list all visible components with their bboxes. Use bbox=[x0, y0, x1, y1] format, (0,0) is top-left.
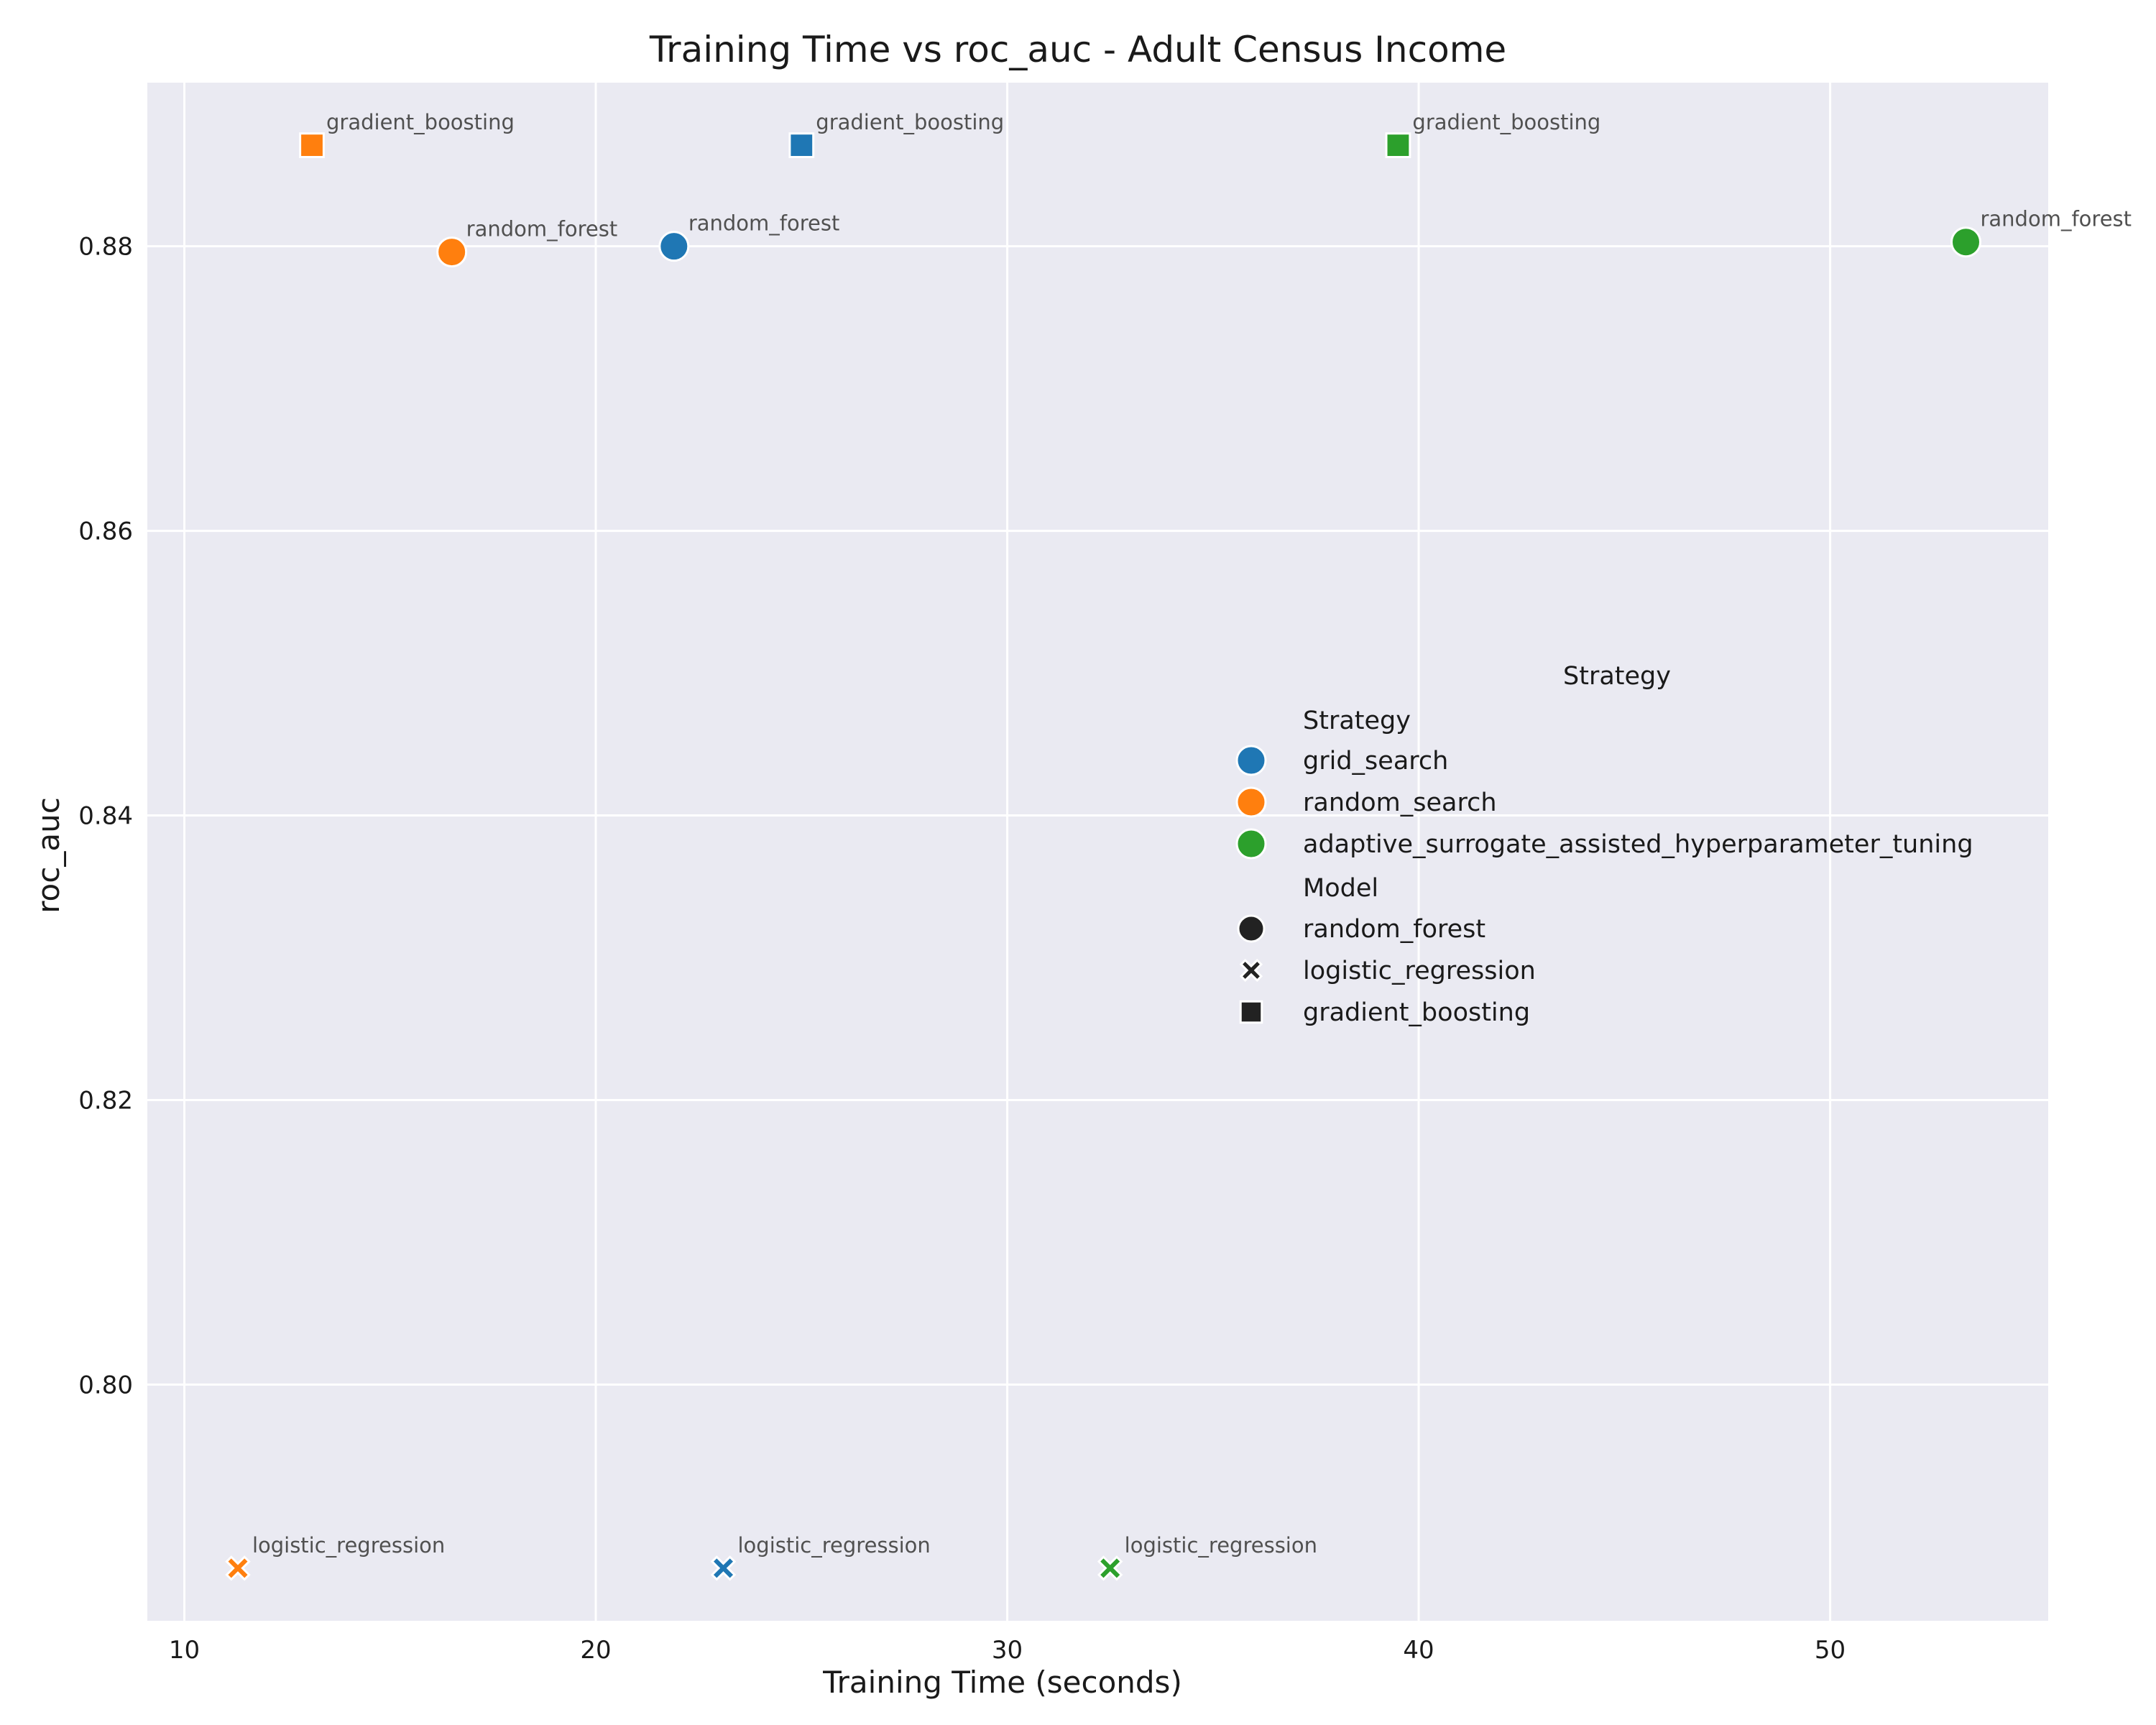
legend-model-header: Model bbox=[1303, 874, 1378, 903]
x-tick-label: 10 bbox=[169, 1636, 200, 1665]
legend-strategy-marker bbox=[1235, 828, 1267, 860]
x-tick-label: 20 bbox=[580, 1636, 611, 1665]
data-point bbox=[1097, 1555, 1123, 1581]
data-point bbox=[436, 236, 468, 268]
data-point bbox=[299, 132, 325, 159]
data-point bbox=[1950, 226, 1981, 258]
legend-model-marker bbox=[1239, 958, 1263, 983]
y-tick-labels: 0.80 0.82 0.84 0.86 0.88 bbox=[78, 233, 133, 1400]
point-annotation: random_forest bbox=[1980, 207, 2132, 231]
x-tick-labels: 10 20 30 40 50 bbox=[169, 1636, 1846, 1665]
legend-model-label: logistic_regression bbox=[1303, 957, 1536, 985]
point-annotation: logistic_regression bbox=[738, 1533, 931, 1558]
legend-title: Strategy bbox=[1563, 662, 1671, 691]
data-point bbox=[710, 1555, 737, 1581]
data-points bbox=[225, 132, 1981, 1581]
y-axis-label: roc_auc bbox=[31, 797, 66, 914]
point-annotation: random_forest bbox=[466, 217, 618, 242]
legend-strategy-marker bbox=[1235, 745, 1267, 776]
point-annotation: logistic_regression bbox=[252, 1533, 445, 1558]
plot-area bbox=[147, 83, 2048, 1621]
y-tick-label: 0.88 bbox=[78, 233, 133, 262]
point-annotation: gradient_boosting bbox=[816, 110, 1004, 134]
legend: Strategy Strategy grid_search random_sear… bbox=[1235, 662, 1973, 1027]
y-tick-label: 0.80 bbox=[78, 1371, 133, 1399]
data-point bbox=[1385, 132, 1411, 159]
y-tick-label: 0.84 bbox=[78, 802, 133, 831]
point-annotation: logistic_regression bbox=[1125, 1533, 1317, 1558]
legend-strategy-label: adaptive_surrogate_assisted_hyperparamet… bbox=[1303, 830, 1973, 859]
point-annotation: random_forest bbox=[688, 211, 840, 236]
x-axis-label: Training Time (seconds) bbox=[822, 1665, 1182, 1700]
x-tick-label: 40 bbox=[1403, 1636, 1434, 1665]
legend-strategy-marker bbox=[1235, 786, 1267, 818]
legend-strategy-header: Strategy bbox=[1303, 707, 1411, 735]
point-annotation: gradient_boosting bbox=[1412, 110, 1600, 134]
legend-model-label: random_forest bbox=[1303, 915, 1485, 944]
legend-model-marker bbox=[1239, 1000, 1263, 1024]
data-point bbox=[225, 1555, 251, 1581]
data-point bbox=[658, 231, 690, 262]
legend-model-label: gradient_boosting bbox=[1303, 998, 1530, 1027]
data-point bbox=[788, 132, 815, 159]
legend-strategy-label: random_search bbox=[1303, 788, 1497, 817]
annotations: random_forest logistic_regression gradient… bbox=[252, 110, 2132, 1558]
legend-model-marker bbox=[1237, 914, 1266, 943]
point-annotation: gradient_boosting bbox=[326, 110, 515, 134]
legend-strategy-label: grid_search bbox=[1303, 747, 1448, 776]
x-tick-label: 50 bbox=[1815, 1636, 1846, 1665]
y-tick-label: 0.82 bbox=[78, 1086, 133, 1115]
x-tick-label: 30 bbox=[992, 1636, 1023, 1665]
chart-title: Training Time vs roc_auc - Adult Census … bbox=[649, 29, 1506, 70]
y-tick-label: 0.86 bbox=[78, 518, 133, 546]
grid bbox=[147, 83, 2048, 1621]
